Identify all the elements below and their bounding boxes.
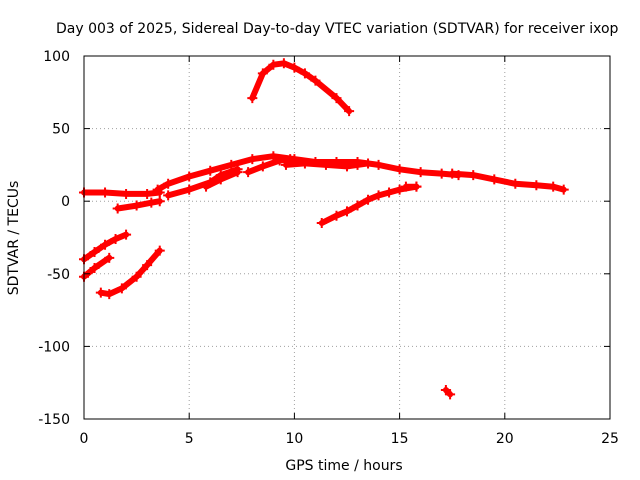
data-point (121, 229, 132, 240)
data-point (352, 200, 363, 211)
data-point (131, 200, 142, 211)
y-axis-label: SDTVAR / TECUs (6, 181, 22, 296)
data-point (121, 188, 132, 199)
data-point (142, 188, 153, 199)
data-point (131, 271, 142, 282)
data-point (112, 203, 123, 214)
data-point (548, 181, 559, 192)
data-point (384, 187, 395, 198)
data-point (274, 155, 285, 166)
data-point (310, 75, 321, 86)
data-point (142, 260, 153, 271)
data-point (247, 154, 258, 165)
y-tick-label: -50 (47, 267, 70, 283)
data-point (352, 159, 363, 170)
data-point (363, 158, 374, 169)
data-point (299, 68, 310, 79)
data-point (331, 210, 342, 221)
data-point (373, 159, 384, 170)
y-tick-label: -100 (38, 339, 70, 355)
x-tick-label: 5 (185, 431, 194, 447)
data-point (415, 167, 426, 178)
data-point (247, 93, 258, 104)
x-tick-label: 25 (601, 431, 619, 447)
data-point (257, 68, 268, 79)
data-point (232, 167, 243, 178)
data-point (394, 184, 405, 195)
data-point (100, 239, 111, 250)
data-point (468, 170, 479, 181)
data-point (278, 58, 289, 69)
series-arc-10 (249, 60, 353, 115)
data-point (331, 93, 342, 104)
data-point (268, 151, 279, 162)
data-point (489, 174, 500, 185)
series-arc-9 (245, 156, 294, 176)
data-point (110, 233, 121, 244)
data-point (154, 245, 165, 256)
data-point (363, 194, 374, 205)
data-point (289, 62, 300, 73)
data-point (95, 287, 106, 298)
data-point (510, 178, 521, 189)
data-point (184, 171, 195, 182)
data-point (89, 247, 100, 258)
x-tick-label: 20 (496, 431, 514, 447)
data-point (104, 289, 115, 300)
data-point (316, 217, 327, 228)
data-point (447, 168, 458, 179)
data-point (268, 59, 279, 70)
data-point (243, 167, 254, 178)
data-point (163, 178, 174, 189)
data-point (201, 181, 212, 192)
x-axis-label: GPS time / hours (285, 458, 402, 474)
data-point (344, 106, 355, 117)
data-point (342, 206, 352, 217)
data-point (154, 196, 165, 207)
data-point (205, 165, 216, 176)
data-point (163, 190, 174, 201)
y-tick-label: 100 (43, 49, 70, 65)
x-tick-label: 15 (391, 431, 409, 447)
axis-ticks: 0 5 10 15 20 25 -150 -100 -50 0 50 100 (38, 49, 619, 447)
data-point (257, 161, 268, 172)
data-point (445, 389, 456, 400)
data-point (215, 174, 226, 185)
data-point (400, 181, 411, 192)
data-point (436, 168, 447, 179)
x-tick-label: 0 (80, 431, 89, 447)
x-tick-label: 10 (285, 431, 303, 447)
data-point (146, 197, 157, 208)
data-series (79, 58, 569, 400)
data-point (320, 159, 331, 170)
data-point (531, 180, 542, 191)
data-point (558, 184, 569, 195)
y-tick-label: 50 (52, 122, 70, 138)
data-point (152, 184, 163, 195)
data-point (100, 187, 111, 198)
data-point (280, 159, 291, 170)
grid (84, 56, 610, 419)
chart-title: Day 003 of 2025, Sidereal Day-to-day VTE… (56, 21, 619, 37)
y-tick-label: 0 (61, 194, 70, 210)
data-point (394, 164, 405, 175)
data-point (342, 161, 352, 172)
data-point (116, 283, 127, 294)
y-tick-label: -150 (38, 412, 70, 428)
data-point (299, 158, 310, 169)
data-point (184, 184, 195, 195)
plot-frame (83, 55, 611, 420)
data-point (226, 159, 237, 170)
data-point (104, 252, 115, 263)
data-point (373, 190, 384, 201)
data-point (411, 181, 422, 192)
data-point (89, 262, 100, 273)
